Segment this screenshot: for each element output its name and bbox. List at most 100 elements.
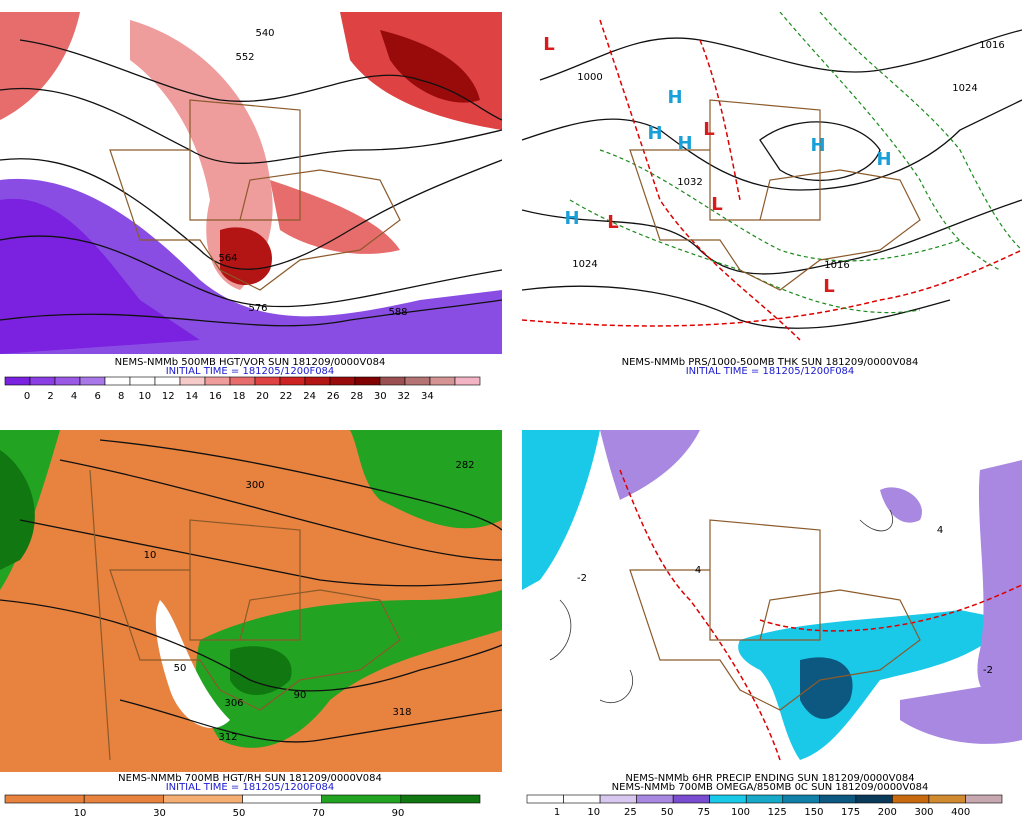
panel-subtitle: NEMS-NMMb 700MB OMEGA/850MB 0C SUN 18120… <box>612 782 929 793</box>
colorbar-swatch <box>745 794 784 804</box>
colorbar-label: 24 <box>303 391 316 402</box>
colorbar-label: 10 <box>587 807 600 818</box>
colorbar-swatch <box>254 376 281 386</box>
colorbar-swatch <box>599 794 637 804</box>
contour-label: 540 <box>255 28 274 39</box>
colorbar-swatch <box>782 794 820 804</box>
panel-subtitle: INITIAL TIME = 181205/1200F084 <box>166 782 335 793</box>
contour-label: 10 <box>144 550 157 561</box>
pressure-center: L <box>711 194 722 215</box>
colorbar-label: 32 <box>397 391 410 402</box>
colorbar-label: 4 <box>71 391 77 402</box>
colorbar-swatch <box>928 794 966 804</box>
panel-title: NEMS-NMMb 700MB HGT/RH SUN 181209/0000V0… <box>118 773 382 784</box>
colorbar-swatch <box>429 376 456 386</box>
colorbar-label: 200 <box>878 807 897 818</box>
contour-label: 300 <box>245 480 264 491</box>
pressure-center: H <box>876 149 891 170</box>
contour-label: 552 <box>235 52 254 63</box>
colorbar-label: 28 <box>350 391 363 402</box>
map-panel-3 <box>0 430 502 772</box>
panel-title: NEMS-NMMb 500MB HGT/VOR SUN 181209/0000V… <box>115 357 386 368</box>
panel-title: NEMS-NMMb PRS/1000-500MB THK SUN 181209/… <box>622 357 919 368</box>
colorbar-swatch <box>29 376 56 386</box>
colorbar-swatch <box>526 794 564 804</box>
colorbar-label: 12 <box>162 391 175 402</box>
colorbar-swatch <box>83 794 164 804</box>
pressure-center: H <box>647 123 662 144</box>
colorbar-label: 400 <box>951 807 970 818</box>
contour-label: 306 <box>224 698 243 709</box>
contour-label: 1032 <box>677 177 702 188</box>
panel-subtitle: INITIAL TIME = 181205/1200F084 <box>166 366 335 377</box>
colorbar-label: 10 <box>138 391 151 402</box>
colorbar-label: 300 <box>914 807 933 818</box>
colorbar-swatch <box>321 794 402 804</box>
pressure-center: H <box>810 135 825 156</box>
colorbar-swatch <box>54 376 81 386</box>
colorbar-label: 75 <box>697 807 710 818</box>
colorbar-label: 34 <box>421 391 434 402</box>
pressure-center: L <box>607 212 618 233</box>
colorbar-swatch <box>229 376 256 386</box>
pressure-center: H <box>564 208 579 229</box>
colorbar-label: 125 <box>768 807 787 818</box>
colorbar-swatch <box>672 794 710 804</box>
colorbar-label: 10 <box>74 808 87 819</box>
contour-label: 588 <box>388 307 407 318</box>
contour-label: 1024 <box>952 83 977 94</box>
colorbar-label: 1 <box>554 807 560 818</box>
colorbar-label: 26 <box>327 391 340 402</box>
pressure-center: H <box>667 87 682 108</box>
pressure-center: L <box>543 34 554 55</box>
colorbar-label: 100 <box>731 807 750 818</box>
contour-label: -2 <box>983 665 993 676</box>
colorbar-swatch <box>129 376 156 386</box>
contour-label: 4 <box>695 565 701 576</box>
colorbar-swatch <box>855 794 893 804</box>
map-panel-1 <box>0 12 502 354</box>
colorbar-swatch <box>563 794 601 804</box>
colorbar-swatch <box>279 376 306 386</box>
pressure-center: H <box>677 133 692 154</box>
colorbar-swatch <box>179 376 206 386</box>
contour-label: -2 <box>577 573 587 584</box>
colorbar-swatch <box>404 376 431 386</box>
colorbar-label: 150 <box>804 807 823 818</box>
colorbar-swatch <box>400 794 481 804</box>
panel-subtitle: INITIAL TIME = 181205/1200F084 <box>686 366 855 377</box>
colorbar-swatch <box>79 376 106 386</box>
colorbar-swatch <box>104 376 131 386</box>
colorbar-label: 14 <box>185 391 198 402</box>
colorbar-label: 18 <box>233 391 246 402</box>
colorbar-label: 25 <box>624 807 637 818</box>
contour-label: 1000 <box>577 72 602 83</box>
colorbar-swatch <box>242 794 322 804</box>
colorbar-swatch <box>304 376 331 386</box>
colorbar-swatch <box>163 794 243 804</box>
colorbar-swatch <box>892 794 930 804</box>
contour-label: 50 <box>174 663 187 674</box>
colorbar-swatch <box>379 376 406 386</box>
colorbar-swatch <box>154 376 181 386</box>
colorbar-label: 8 <box>118 391 124 402</box>
contour-label: 318 <box>392 707 411 718</box>
colorbar-swatch <box>204 376 231 386</box>
colorbar-swatch <box>354 376 381 386</box>
colorbar-label: 30 <box>374 391 387 402</box>
map-panel-2 <box>522 12 1022 354</box>
contour-label: 90 <box>294 690 307 701</box>
colorbar-label: 30 <box>153 808 166 819</box>
contour-label: 1016 <box>979 40 1004 51</box>
map-panel-4 <box>522 430 1022 772</box>
pressure-center: L <box>823 276 834 297</box>
contour-label: 312 <box>218 732 237 743</box>
contour-label: 564 <box>218 253 237 264</box>
contour-label: 576 <box>248 303 267 314</box>
panel-title: NEMS-NMMb 6HR PRECIP ENDING SUN 181209/0… <box>625 773 914 784</box>
contour-label: 4 <box>937 525 943 536</box>
colorbar-label: 2 <box>47 391 53 402</box>
colorbar-swatch <box>454 376 481 386</box>
colorbar-swatch <box>709 794 747 804</box>
